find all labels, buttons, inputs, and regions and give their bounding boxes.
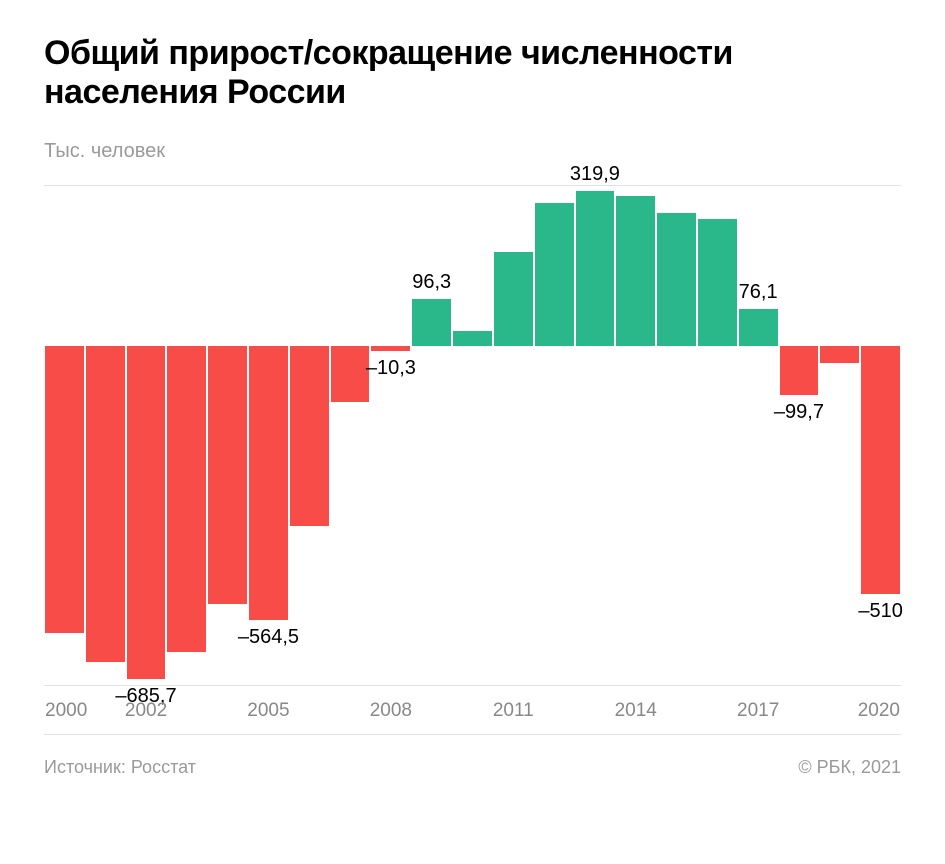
chart-area: –685,7–564,5–10,396,3319,976,1–99,7–510 … — [44, 185, 901, 735]
bar — [820, 186, 859, 686]
bar — [290, 186, 329, 686]
chart-title: Общий прирост/сокращение численности нас… — [44, 34, 901, 112]
bar — [494, 186, 533, 686]
bar-rect — [412, 299, 451, 346]
bar-rect — [820, 346, 859, 363]
bar-rect — [494, 252, 533, 347]
bar-rect — [616, 196, 655, 346]
bar-chart: –685,7–564,5–10,396,3319,976,1–99,7–510 — [44, 186, 901, 686]
bar-rect — [45, 346, 84, 633]
bar: –10,3 — [371, 186, 410, 686]
bar: –564,5 — [249, 186, 288, 686]
bar — [616, 186, 655, 686]
bar-rect — [739, 309, 778, 346]
x-axis-label: 2008 — [370, 700, 412, 722]
bar-rect — [127, 346, 166, 679]
bar-rect — [371, 346, 410, 351]
bar — [331, 186, 370, 686]
chart-card: Общий прирост/сокращение численности нас… — [0, 0, 945, 864]
bar-rect — [576, 191, 615, 346]
bar-rect — [331, 346, 370, 402]
bar: –685,7 — [127, 186, 166, 686]
bar: –99,7 — [780, 186, 819, 686]
bar — [45, 186, 84, 686]
bar-rect — [780, 346, 819, 394]
bar-rect — [657, 213, 696, 346]
x-axis-label: 2014 — [615, 700, 657, 722]
copyright-label: © РБК, 2021 — [798, 757, 901, 778]
data-label: 76,1 — [739, 281, 778, 304]
bar-rect — [86, 346, 125, 662]
bar-rect — [861, 346, 900, 594]
bar — [453, 186, 492, 686]
bar: 96,3 — [412, 186, 451, 686]
x-axis-label: 2020 — [858, 700, 900, 722]
data-label: 319,9 — [570, 163, 620, 186]
data-label: 96,3 — [412, 271, 451, 294]
bar-rect — [208, 346, 247, 603]
bar-rect — [249, 346, 288, 620]
x-axis-label: 2000 — [45, 700, 87, 722]
x-axis-label: 2017 — [737, 700, 779, 722]
data-label: –10,3 — [366, 357, 416, 380]
bar — [86, 186, 125, 686]
bar — [535, 186, 574, 686]
x-axis-label: 2005 — [247, 700, 289, 722]
bar-rect — [698, 219, 737, 346]
bar-rect — [167, 346, 206, 652]
x-axis-label: 2002 — [125, 700, 167, 722]
bar: 76,1 — [739, 186, 778, 686]
source-label: Источник: Росстат — [44, 757, 196, 778]
x-axis-label: 2011 — [493, 700, 534, 722]
bar-rect — [535, 203, 574, 346]
bar — [698, 186, 737, 686]
bar: –510 — [861, 186, 900, 686]
x-axis: 2000 2002 2005 2008 2011 2014 2017 2020 — [44, 685, 901, 735]
bar-rect — [290, 346, 329, 526]
bar: 319,9 — [576, 186, 615, 686]
data-label: –99,7 — [774, 401, 824, 424]
data-label: –510 — [858, 600, 903, 623]
chart-footer: Источник: Росстат © РБК, 2021 — [44, 757, 901, 778]
bar — [657, 186, 696, 686]
chart-subtitle: Тыс. человек — [44, 140, 901, 163]
bar-rect — [453, 331, 492, 347]
bar — [208, 186, 247, 686]
bar — [167, 186, 206, 686]
